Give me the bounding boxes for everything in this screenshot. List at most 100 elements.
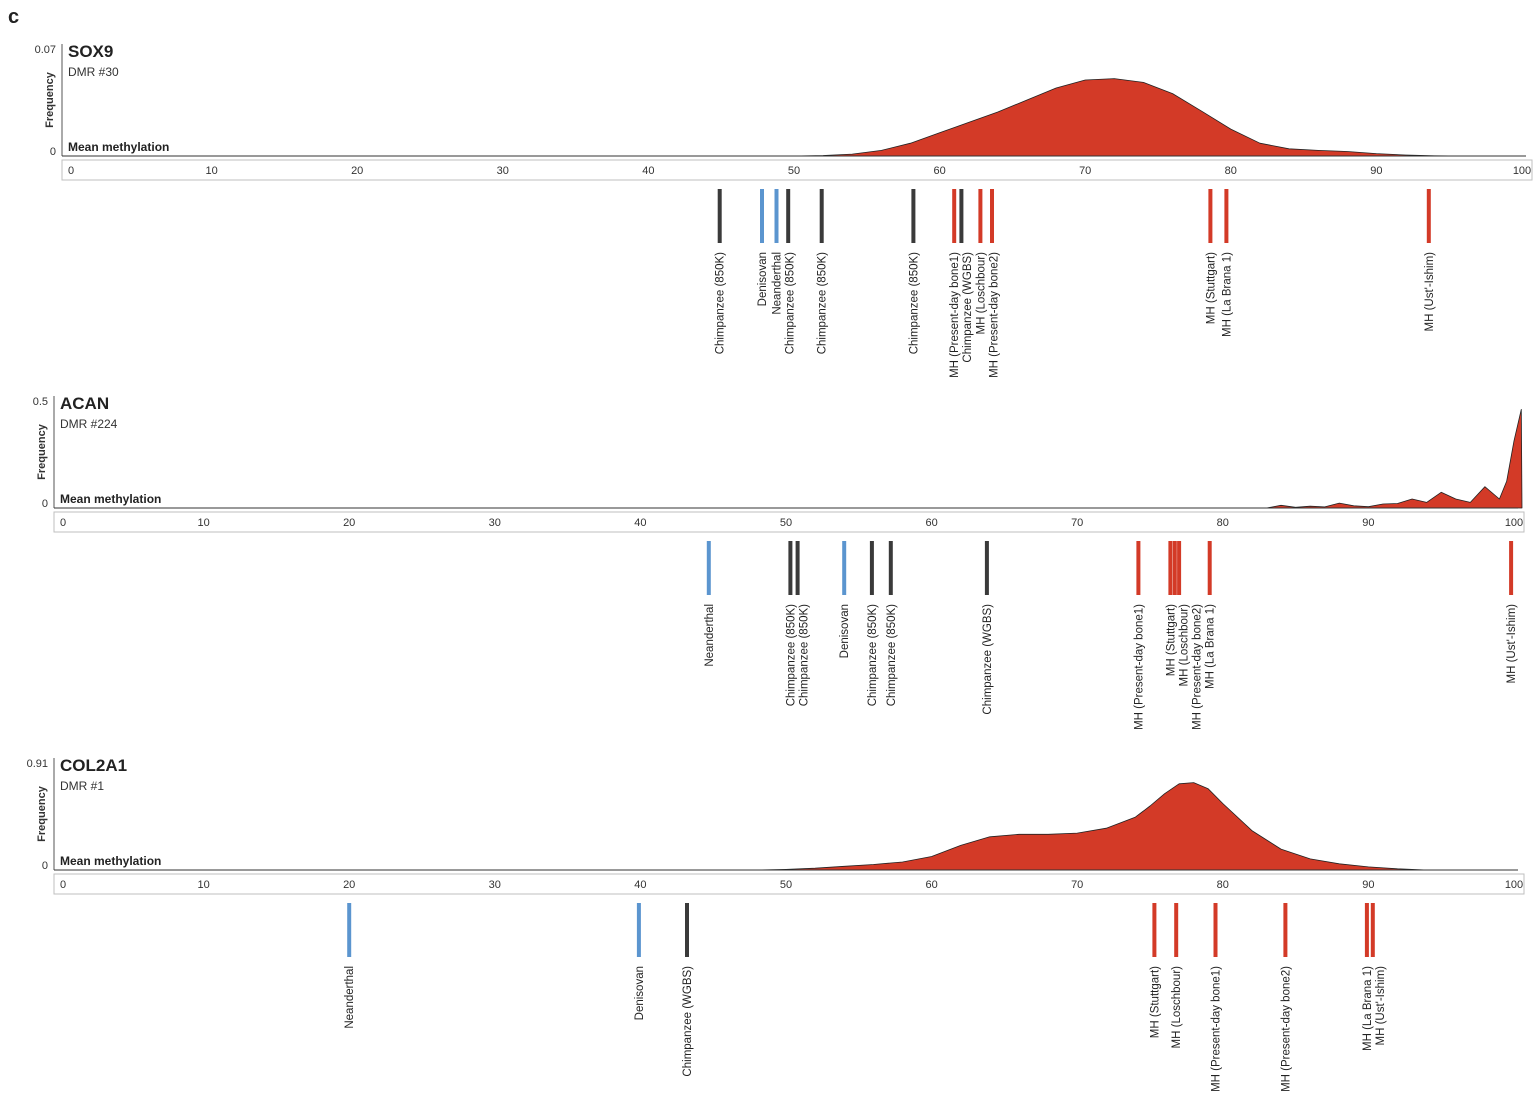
x-tick-label: 70 xyxy=(1071,879,1083,891)
sample-marker xyxy=(1509,541,1514,595)
sample-marker xyxy=(774,189,779,243)
sample-label: Chimpanzee (850K) xyxy=(867,604,879,706)
chart-title: COL2A1 xyxy=(60,756,127,775)
y-axis-label: Frequency xyxy=(36,785,48,842)
x-tick-label: 50 xyxy=(780,517,792,529)
sample-marker xyxy=(952,189,957,243)
x-tick-label: 70 xyxy=(1079,165,1091,177)
sample-label: MH (Ust'-Ishim) xyxy=(1506,604,1518,684)
chart-subtitle: DMR #1 xyxy=(60,779,104,793)
sample-marker xyxy=(706,541,711,595)
x-tick-label: 80 xyxy=(1217,879,1229,891)
sample-marker xyxy=(1370,903,1375,957)
x-tick-label: 100 xyxy=(1505,517,1523,529)
x-tick-label: 20 xyxy=(343,517,355,529)
sample-marker xyxy=(984,541,989,595)
sample-marker xyxy=(1364,903,1369,957)
x-tick-label: 0 xyxy=(60,879,66,891)
sample-label: Chimpanzee (850K) xyxy=(715,252,727,354)
x-tick-label: 60 xyxy=(925,879,937,891)
x-tick-label: 20 xyxy=(343,879,355,891)
sample-marker xyxy=(347,903,352,957)
x-tick-label: 0 xyxy=(68,165,74,177)
sample-marker xyxy=(1208,189,1213,243)
chart-title: ACAN xyxy=(60,394,109,413)
sample-label: MH (Stuttgart) xyxy=(1205,252,1217,324)
x-tick-label: 0 xyxy=(60,517,66,529)
panel-letter: c xyxy=(8,6,20,28)
sample-label: MH (Loschbour) xyxy=(1178,604,1190,687)
x-tick-label: 10 xyxy=(197,517,209,529)
sample-marker xyxy=(978,189,983,243)
sample-label: Denisovan xyxy=(634,966,646,1020)
sample-marker xyxy=(1426,189,1431,243)
sample-label: Neanderthal xyxy=(344,966,356,1029)
sample-marker xyxy=(1207,541,1212,595)
sample-marker xyxy=(1168,541,1173,595)
sample-label: Chimpanzee (WGBS) xyxy=(982,604,994,715)
x-axis-box xyxy=(53,873,1525,895)
sample-label: MH (Ust'-Ishim) xyxy=(1375,966,1387,1046)
x-tick-label: 90 xyxy=(1362,517,1374,529)
sample-label: Denisovan xyxy=(757,252,769,306)
sample-marker xyxy=(1224,189,1229,243)
x-tick-label: 100 xyxy=(1505,879,1523,891)
density-area xyxy=(57,409,1523,509)
x-tick-label: 40 xyxy=(634,517,646,529)
sample-label: MH (Present-day bone1) xyxy=(1133,604,1145,730)
y-tick-zero: 0 xyxy=(42,498,48,510)
sample-marker xyxy=(1213,903,1218,957)
y-tick-zero: 0 xyxy=(42,860,48,872)
sample-label: MH (La Brana 1) xyxy=(1205,604,1217,689)
x-tick-label: 80 xyxy=(1225,165,1237,177)
chart-panel-acan: 0.5 0 Frequency ACAN DMR #224 Mean methylatio… xyxy=(33,394,1525,730)
sample-label: MH (Present-day bone2) xyxy=(1280,966,1292,1092)
x-tick-label: 90 xyxy=(1370,165,1382,177)
sample-label: Neanderthal xyxy=(704,604,716,667)
sample-marker xyxy=(1174,903,1179,957)
x-axis-label: Mean methylation xyxy=(68,140,169,154)
sample-marker xyxy=(819,189,824,243)
x-tick-label: 60 xyxy=(933,165,945,177)
sample-marker xyxy=(1177,541,1182,595)
chart-title: SOX9 xyxy=(68,42,113,61)
x-tick-label: 100 xyxy=(1513,165,1531,177)
sample-label: MH (Loschbour) xyxy=(1171,966,1183,1049)
sample-marker xyxy=(1283,903,1288,957)
x-tick-label: 30 xyxy=(497,165,509,177)
x-tick-label: 60 xyxy=(925,517,937,529)
y-tick-max: 0.07 xyxy=(35,44,56,56)
x-tick-label: 10 xyxy=(205,165,217,177)
sample-label: MH (Loschbour) xyxy=(975,252,987,335)
sample-label: MH (Stuttgart) xyxy=(1149,966,1161,1038)
sample-marker xyxy=(786,189,791,243)
sample-label: Chimpanzee (850K) xyxy=(908,252,920,354)
sample-label: MH (La Brana 1) xyxy=(1221,252,1233,337)
y-tick-max: 0.5 xyxy=(33,396,48,408)
y-tick-max: 0.91 xyxy=(27,758,48,770)
sample-marker xyxy=(990,189,994,243)
sample-label: Neanderthal xyxy=(772,252,784,315)
chart-subtitle: DMR #224 xyxy=(60,417,118,431)
sample-label: Chimpanzee (WGBS) xyxy=(682,966,694,1077)
sample-marker xyxy=(717,189,722,243)
sample-label: Chimpanzee (WGBS) xyxy=(962,252,974,363)
x-tick-label: 30 xyxy=(489,879,501,891)
sample-label: Chimpanzee (850K) xyxy=(785,604,797,706)
x-axis-label: Mean methylation xyxy=(60,492,161,506)
density-area xyxy=(65,78,1465,157)
x-tick-label: 90 xyxy=(1362,879,1374,891)
x-axis-box xyxy=(61,159,1533,181)
x-tick-label: 40 xyxy=(642,165,654,177)
sample-marker xyxy=(685,903,689,957)
x-tick-label: 20 xyxy=(351,165,363,177)
sample-label: Chimpanzee (850K) xyxy=(785,252,797,354)
y-axis-label: Frequency xyxy=(36,423,48,480)
sample-marker xyxy=(1136,541,1141,595)
sample-label: MH (Present-day bone1) xyxy=(1211,966,1223,1092)
sample-marker xyxy=(959,189,964,243)
sample-label: MH (Ust'-Ishim) xyxy=(1424,252,1436,332)
sample-label: MH (Present-day bone2) xyxy=(988,252,1000,378)
sample-marker xyxy=(888,541,893,595)
